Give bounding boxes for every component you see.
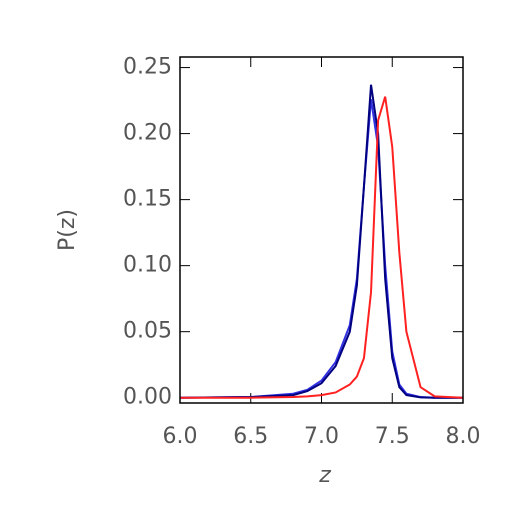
y-tick-label: 0.15 — [123, 187, 172, 212]
y-tick-label: 0.20 — [123, 121, 172, 146]
y-tick-label: 0.25 — [123, 55, 172, 80]
y-tick-label: 0.10 — [123, 253, 172, 278]
x-tick-label: 6.5 — [233, 424, 268, 449]
series-line — [180, 96, 464, 399]
plot-frame — [179, 56, 464, 404]
x-tick-label: 6.0 — [163, 424, 198, 449]
series-line — [179, 99, 463, 399]
x-tick-label: 7.5 — [375, 424, 410, 449]
x-tick-label: 8.0 — [446, 424, 481, 449]
y-tick-label: 0.00 — [123, 385, 172, 410]
x-axis-label: z — [318, 463, 331, 488]
y-tick-label: 0.05 — [123, 319, 172, 344]
y-axis-label: P(z) — [55, 209, 80, 251]
series-line — [179, 84, 463, 399]
x-tick-label: 7.0 — [304, 424, 339, 449]
